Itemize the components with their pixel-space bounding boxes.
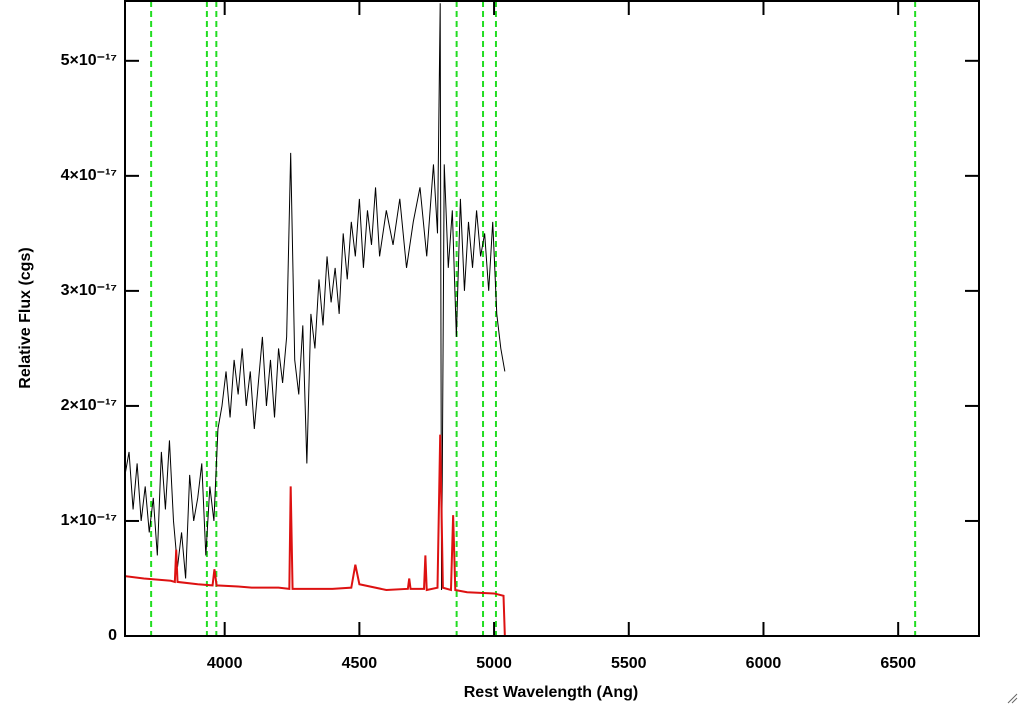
x-tick-label: 6000 bbox=[746, 655, 782, 672]
y-tick-label: 5×10⁻¹⁷ bbox=[61, 52, 117, 69]
x-tick-label: 5500 bbox=[611, 655, 647, 672]
y-tick-label: 1×10⁻¹⁷ bbox=[61, 512, 117, 529]
y-tick-label: 0 bbox=[108, 627, 117, 644]
y-axis-label: Relative Flux (cgs) bbox=[17, 247, 34, 388]
x-axis-label: Rest Wavelength (Ang) bbox=[464, 684, 639, 701]
resize-grip bbox=[1007, 693, 1018, 704]
plot-frame bbox=[124, 0, 980, 637]
x-tick-label: 4000 bbox=[207, 655, 243, 672]
spectrum-line bbox=[124, 3, 506, 590]
spectrum-line bbox=[124, 434, 979, 637]
y-tick-label: 2×10⁻¹⁷ bbox=[61, 397, 117, 414]
x-tick-label: 6500 bbox=[880, 655, 916, 672]
x-tick-label: 4500 bbox=[342, 655, 378, 672]
y-tick-label: 3×10⁻¹⁷ bbox=[61, 282, 117, 299]
x-tick-label: 5000 bbox=[476, 655, 512, 672]
y-tick-label: 4×10⁻¹⁷ bbox=[61, 167, 117, 184]
